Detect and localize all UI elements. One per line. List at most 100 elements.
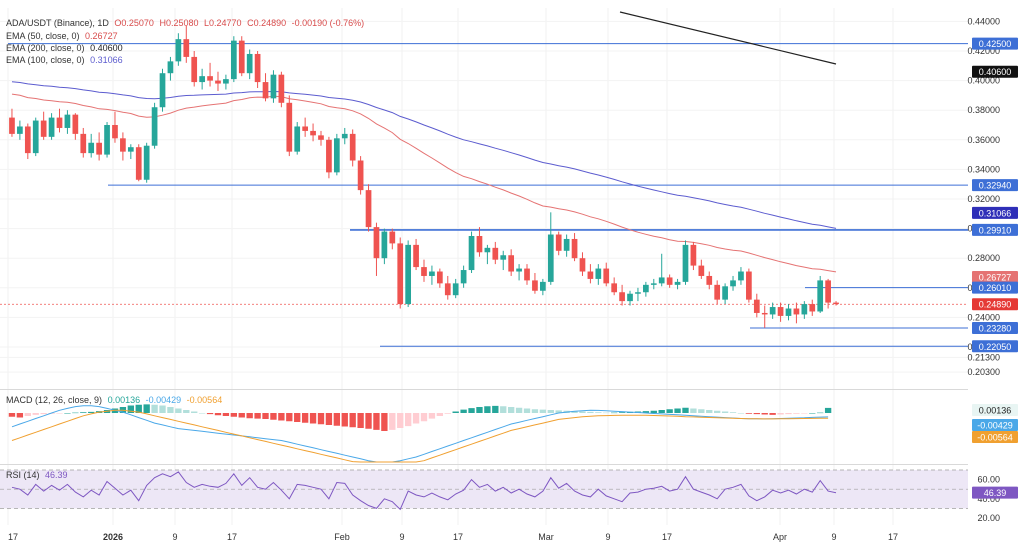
price-tag-label: 0.40600 xyxy=(979,67,1012,77)
candle-body xyxy=(484,247,491,253)
candle-body xyxy=(397,243,404,305)
candle-body xyxy=(389,231,396,244)
macd-histogram-bar xyxy=(769,413,776,415)
rsi-tick-label: 20.00 xyxy=(977,513,1000,523)
macd-histogram-bar xyxy=(246,413,253,419)
x-tick-label: 9 xyxy=(831,532,836,542)
macd-histogram-bar xyxy=(658,410,665,413)
macd-histogram-bar xyxy=(515,407,523,413)
macd-histogram-bar xyxy=(468,408,475,413)
candle-body xyxy=(112,125,118,139)
ema200-label: EMA (200, close, 0) xyxy=(6,43,85,53)
candle-body xyxy=(817,280,824,312)
x-tick-label: Feb xyxy=(334,532,350,542)
candle-body xyxy=(17,126,23,134)
ema100-legend: EMA (100, close, 0) 0.31066 xyxy=(6,55,126,65)
candle-body xyxy=(555,234,562,251)
y-tick-label: 0.38000 xyxy=(967,105,1000,115)
macd-histogram-bar xyxy=(254,413,261,419)
y-tick-label: 0.44000 xyxy=(967,16,1000,26)
candle-body xyxy=(405,244,412,305)
macd-histogram-bar xyxy=(523,408,531,413)
macd-histogram-bar xyxy=(460,409,467,413)
candle-body xyxy=(516,268,522,272)
x-tick-label: 9 xyxy=(172,532,177,542)
macd-histogram-bar xyxy=(198,413,206,414)
macd-histogram-bar xyxy=(317,413,325,425)
macd-histogram-bar xyxy=(690,408,697,413)
macd-histogram-bar xyxy=(159,405,166,413)
candle-body xyxy=(627,293,633,302)
price-tag xyxy=(972,37,1018,50)
symbol-label: ADA/USDT (Binance), 1D xyxy=(6,18,109,28)
macd-histogram-bar xyxy=(595,412,602,413)
candle-body xyxy=(429,271,435,276)
candle-body xyxy=(793,308,800,315)
candle-body xyxy=(349,133,356,161)
macd-histogram-bar xyxy=(745,413,753,414)
macd-histogram-bar xyxy=(32,413,39,415)
macd-histogram-bar xyxy=(611,412,618,414)
candle-body xyxy=(381,231,388,259)
candle-body xyxy=(183,39,190,57)
macd-line xyxy=(11,405,829,463)
y-tick-label: 0.34000 xyxy=(967,164,1000,174)
candle-body xyxy=(207,76,213,81)
candle-body xyxy=(658,277,665,284)
candle-body xyxy=(64,114,71,128)
ema200-legend: EMA (200, close, 0) 0.40600 xyxy=(6,43,126,53)
candle-body xyxy=(524,268,530,281)
macd-histogram-bar xyxy=(579,411,586,413)
macd-hist-value: 0.00136 xyxy=(107,395,141,405)
candle-body xyxy=(619,292,625,302)
macd-histogram-bar xyxy=(262,413,269,419)
price-tag-label: 0.26010 xyxy=(979,283,1012,293)
macd-histogram-bar xyxy=(436,413,444,416)
candle-body xyxy=(809,304,816,312)
candle-body xyxy=(452,283,459,296)
open-value: O0.25070 xyxy=(114,18,154,28)
low-value: L0.24770 xyxy=(204,18,242,28)
candle-body xyxy=(294,126,301,152)
candle-body xyxy=(730,280,736,287)
macd-histogram-bar xyxy=(167,407,174,413)
candle-body xyxy=(191,56,198,83)
candle-body xyxy=(175,39,182,62)
candle-body xyxy=(595,268,602,279)
candle-body xyxy=(238,40,245,74)
macd-histogram-bar xyxy=(373,413,380,430)
macd-histogram-bar xyxy=(214,413,222,416)
candle-body xyxy=(302,126,308,131)
candle-body xyxy=(666,277,673,285)
candle-body xyxy=(40,120,47,137)
macd-histogram-bar xyxy=(587,411,594,413)
macd-histogram-bar xyxy=(309,413,317,424)
rsi-label: RSI (14) xyxy=(6,470,40,480)
candle-body xyxy=(476,236,483,253)
macd-histogram-bar xyxy=(278,413,285,421)
ema100-line xyxy=(11,81,837,229)
candle-body xyxy=(413,244,419,268)
macd-histogram-bar xyxy=(618,412,626,413)
price-tag-label: 0.23280 xyxy=(979,324,1012,334)
macd-histogram-bar xyxy=(143,404,150,413)
macd-histogram-bar xyxy=(428,413,436,419)
candle-body xyxy=(246,53,253,74)
price-tag xyxy=(972,281,1018,294)
candle-body xyxy=(24,126,31,154)
candle-body xyxy=(262,82,269,99)
macd-histogram-bar xyxy=(127,405,134,413)
y-tick-label: 0.20300 xyxy=(967,367,1000,377)
candle-body xyxy=(460,270,467,284)
ema50-value: 0.26727 xyxy=(85,31,118,41)
ema50-label: EMA (50, close, 0) xyxy=(6,31,80,41)
macd-histogram-bar xyxy=(381,413,388,431)
candle-body xyxy=(127,147,134,152)
macd-histogram-bar xyxy=(206,413,214,415)
candle-body xyxy=(333,138,340,173)
macd-tag-label: 0.00136 xyxy=(979,406,1012,416)
macd-histogram-bar xyxy=(777,413,784,415)
price-tag-label: 0.31066 xyxy=(979,208,1012,218)
rsi-legend: RSI (14) 46.39 xyxy=(6,470,71,480)
